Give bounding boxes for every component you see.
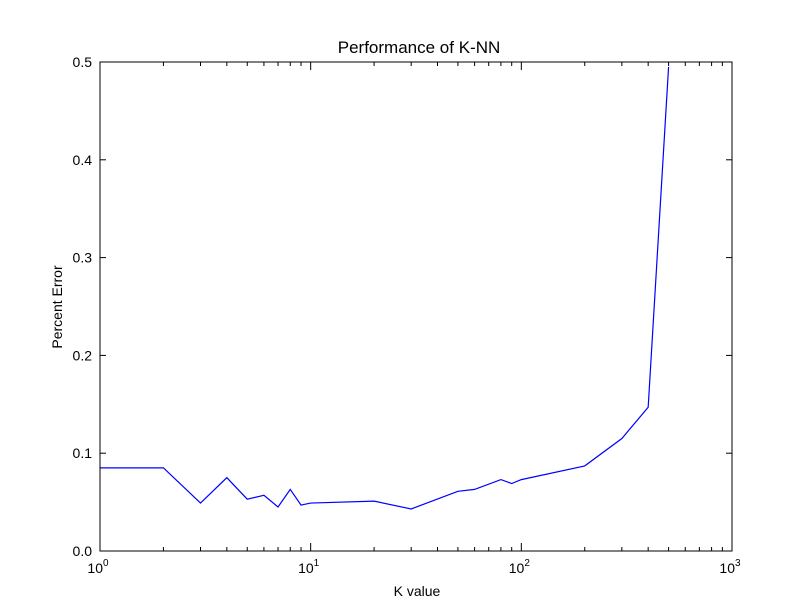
plot-area: 0.0 0.1 0.2 0.3 0.4 0.5 100 101 102 103 xyxy=(73,54,741,576)
chart-title: Performance of K-NN xyxy=(338,38,501,57)
plot-frame xyxy=(99,61,733,552)
series-line xyxy=(100,66,670,510)
y-tick-label: 0.4 xyxy=(73,152,93,168)
y-tick-label: 0.0 xyxy=(73,543,93,559)
x-tick-label: 102 xyxy=(509,558,531,576)
x-tick-label: 101 xyxy=(298,558,320,576)
x-tick-label: 103 xyxy=(719,558,741,576)
x-axis-label: K value xyxy=(394,583,441,599)
y-tick-label: 0.2 xyxy=(73,347,93,363)
x-tick-label: 100 xyxy=(87,558,109,576)
y-tick-label: 0.3 xyxy=(73,250,93,266)
y-axis-label: Percent Error xyxy=(49,265,65,349)
y-tick-label: 0.1 xyxy=(73,445,93,461)
y-tick-label: 0.5 xyxy=(73,54,93,70)
